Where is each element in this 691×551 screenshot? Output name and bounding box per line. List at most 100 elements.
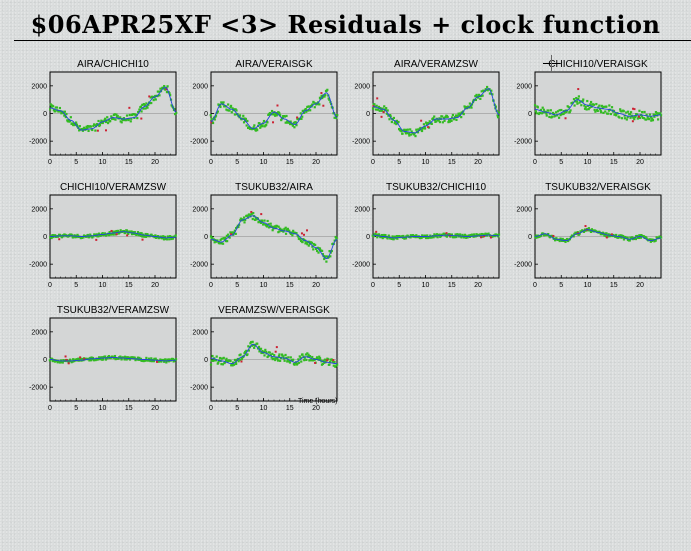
residual-point	[145, 234, 148, 237]
residual-point	[390, 120, 393, 124]
residual-point	[255, 218, 258, 221]
residual-point	[129, 120, 132, 123]
residual-point	[388, 118, 391, 121]
residual-point	[386, 237, 389, 240]
residual-point	[223, 361, 227, 364]
residual-point	[255, 127, 258, 131]
residual-point	[257, 345, 261, 349]
residual-point	[127, 232, 130, 235]
residual-point	[424, 121, 428, 124]
residual-point	[461, 112, 464, 115]
x-tick-label: 5	[235, 282, 239, 289]
residual-point	[449, 235, 452, 238]
residual-point	[288, 361, 292, 364]
residual-point	[638, 234, 641, 237]
residual-point	[450, 119, 453, 123]
residual-point	[170, 237, 173, 241]
residual-point	[282, 230, 285, 233]
residual-point	[308, 359, 311, 362]
residual-point	[220, 357, 224, 360]
residual-point	[148, 101, 151, 105]
flagged-point	[320, 92, 323, 95]
residual-point	[435, 233, 439, 236]
residual-point	[124, 231, 127, 235]
y-tick-label: -2000	[29, 385, 47, 392]
residual-point	[333, 116, 336, 119]
residual-point	[159, 358, 162, 361]
y-tick-label: -2000	[190, 262, 208, 269]
residual-point	[155, 236, 158, 239]
residual-point	[371, 234, 374, 237]
residual-point	[637, 236, 640, 239]
residual-point	[583, 107, 587, 110]
flagged-point	[380, 115, 383, 118]
residual-point	[649, 116, 652, 119]
residual-point	[455, 118, 458, 122]
residual-point	[554, 239, 557, 242]
residual-point	[246, 353, 249, 356]
residual-point	[628, 112, 632, 116]
residual-point	[48, 108, 52, 111]
residual-point	[238, 114, 242, 117]
y-tick-label: 2000	[192, 329, 208, 336]
residual-point	[640, 233, 643, 237]
residual-point	[103, 232, 107, 235]
residual-point	[632, 116, 635, 119]
flagged-point	[83, 357, 86, 360]
residual-point	[215, 355, 218, 358]
residual-point	[620, 236, 623, 239]
residual-point	[586, 99, 589, 103]
residual-point	[235, 109, 238, 112]
residual-point	[311, 103, 314, 106]
residual-point	[403, 128, 406, 131]
residual-point	[385, 112, 389, 115]
residual-point	[149, 359, 152, 363]
residual-point	[288, 121, 291, 124]
panel-title: AIRA/VERAMZSW	[394, 59, 478, 70]
residual-point	[49, 103, 52, 106]
residual-point	[468, 235, 472, 239]
residual-point	[623, 117, 627, 120]
residual-point	[545, 112, 548, 115]
residual-point	[227, 233, 230, 236]
x-tick-label: 20	[151, 159, 159, 166]
residual-point	[426, 123, 429, 126]
residual-point	[269, 353, 272, 357]
residual-point	[139, 105, 143, 108]
residual-point	[617, 235, 620, 239]
residual-point	[136, 231, 140, 234]
residual-point	[438, 120, 442, 124]
residual-point	[171, 357, 175, 361]
residual-point	[299, 112, 302, 115]
residual-point	[168, 238, 171, 241]
residual-point	[648, 238, 651, 241]
residual-point	[58, 106, 62, 110]
residual-point	[156, 90, 159, 93]
residual-point	[145, 356, 148, 360]
residual-point	[607, 112, 610, 115]
residual-point	[536, 236, 539, 239]
baseline-panel: TSUKUB32/CHICHI10 0 5 10 15 20 -2000 0 2000	[352, 182, 501, 289]
flagged-point	[480, 236, 483, 239]
residual-point	[276, 225, 279, 228]
residual-point	[659, 114, 663, 117]
residual-point	[67, 118, 70, 122]
residual-point	[154, 98, 157, 101]
residual-point	[279, 114, 282, 117]
residual-point	[264, 348, 267, 351]
residual-point	[142, 107, 145, 110]
residual-point	[162, 235, 165, 238]
y-tick-label: 2000	[31, 83, 47, 90]
x-tick-label: 10	[260, 159, 268, 166]
y-tick-label: 2000	[516, 206, 532, 213]
x-tick-label: 15	[125, 405, 133, 412]
residual-point	[374, 108, 378, 111]
residual-point	[89, 359, 93, 362]
residual-point	[575, 97, 578, 100]
residual-point	[244, 117, 247, 121]
residual-point	[51, 359, 54, 363]
residual-point	[565, 110, 568, 114]
residual-point	[416, 131, 420, 134]
residual-point	[482, 233, 485, 236]
x-tick-label: 5	[559, 159, 563, 166]
